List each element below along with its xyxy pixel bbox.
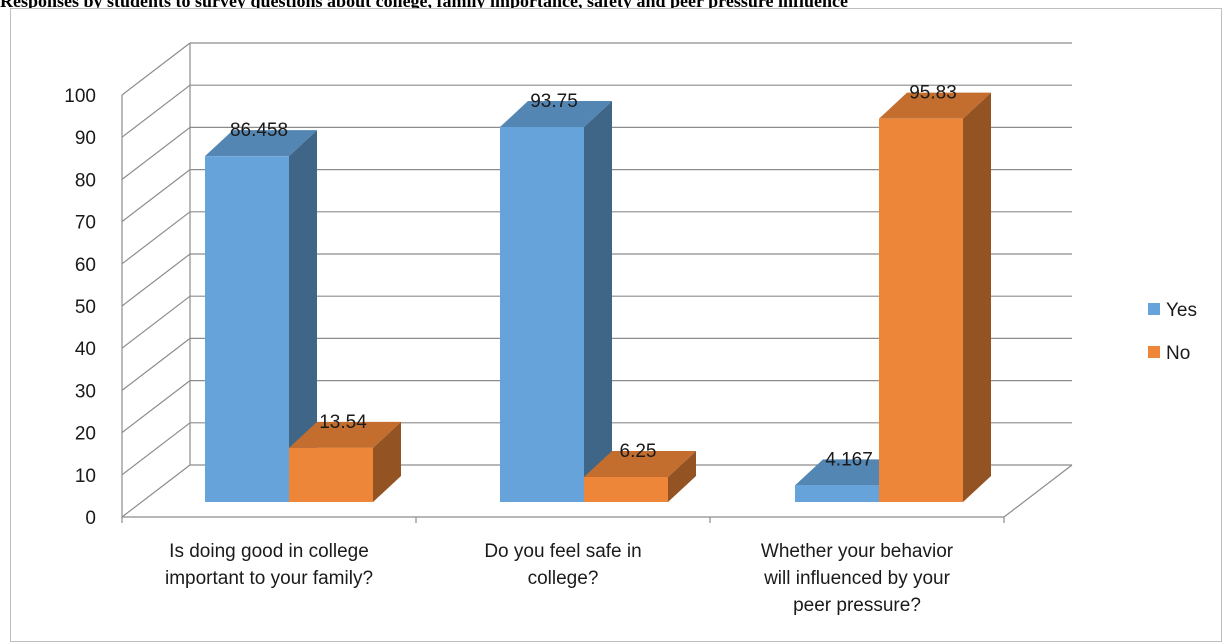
page-caption: Responses by students to survey question… — [0, 0, 1224, 9]
bar-top-face — [584, 451, 696, 477]
bar-yes-1 — [500, 101, 612, 502]
side-wall-gridline — [121, 380, 191, 434]
data-labels: 86.458 93.75 4.167 13.54 6.25 95.83 — [230, 83, 957, 471]
bar-top-face — [500, 101, 612, 127]
bar-front-face — [879, 118, 963, 503]
category-label-line: Is doing good in college — [169, 541, 369, 562]
y-tick-label: 20 — [75, 424, 96, 445]
category-label: Do you feel safe in college? — [484, 541, 641, 589]
bar-yes-0 — [205, 130, 317, 502]
category-label-line: important to your family? — [165, 568, 373, 589]
bar-side-face — [584, 101, 612, 502]
y-axis-ticks: 0 10 20 30 40 50 60 70 80 90 100 — [64, 86, 96, 529]
side-wall-gridline — [121, 211, 191, 265]
bar-side-face — [963, 92, 991, 503]
category-label-line: Do you feel safe in — [484, 541, 641, 562]
side-wall-gridline — [121, 126, 191, 180]
chart-legend: Yes No — [1148, 300, 1197, 364]
y-tick-label: 70 — [75, 213, 96, 234]
category-label-line: Whether your behavior — [761, 541, 954, 562]
category-label: Whether your behavior will influenced by … — [761, 541, 954, 616]
bar-no-0 — [289, 421, 401, 502]
bar-front-face — [205, 156, 289, 502]
category-label-line: peer pressure? — [793, 595, 921, 616]
y-tick-label: 100 — [64, 86, 96, 107]
y-tick-label: 50 — [75, 297, 96, 318]
category-label-line: will influenced by your — [763, 568, 951, 589]
chart-bars — [205, 92, 991, 503]
legend-swatch-yes — [1148, 303, 1160, 315]
category-label: Is doing good in college important to you… — [165, 541, 373, 589]
legend-swatch-no — [1148, 346, 1160, 358]
side-wall-gridline — [121, 42, 191, 96]
y-tick-label: 40 — [75, 339, 96, 360]
side-wall-gridline — [121, 84, 191, 138]
bar-top-face — [205, 130, 317, 157]
data-label: 86.458 — [230, 120, 288, 141]
y-tick-label: 10 — [75, 466, 96, 487]
bar-no-1 — [584, 451, 696, 502]
data-label: 13.54 — [319, 412, 367, 433]
bar-top-face — [879, 92, 991, 119]
side-wall-gridline — [121, 464, 191, 518]
side-wall-gridline — [121, 337, 191, 391]
bar-front-face — [584, 477, 668, 502]
data-label: 4.167 — [825, 449, 873, 470]
legend-label-yes: Yes — [1166, 300, 1197, 321]
y-tick-label: 80 — [75, 170, 96, 191]
floor-right-edge — [1003, 464, 1073, 518]
bar-front-face — [795, 485, 879, 502]
bar-top-face — [289, 421, 401, 448]
bar-front-face — [500, 127, 584, 502]
data-label: 95.83 — [909, 83, 957, 104]
chart-frame — [10, 8, 1222, 642]
y-tick-label: 0 — [85, 508, 96, 529]
side-wall-gridline — [121, 295, 191, 349]
y-tick-label: 60 — [75, 255, 96, 276]
data-label: 6.25 — [620, 441, 657, 462]
side-wall-gridline — [121, 253, 191, 307]
side-wall-gridline — [121, 169, 191, 223]
data-label: 93.75 — [530, 91, 578, 112]
bar-front-face — [289, 447, 373, 502]
bar-side-face — [289, 130, 317, 502]
y-tick-label: 90 — [75, 128, 96, 149]
side-wall-gridline — [121, 422, 191, 476]
category-label-line: college? — [528, 568, 599, 589]
x-axis-categories: Is doing good in college important to you… — [165, 541, 954, 616]
legend-label-no: No — [1166, 343, 1190, 364]
bar-no-2 — [879, 92, 991, 503]
bar-side-face — [668, 451, 696, 502]
y-tick-label: 30 — [75, 381, 96, 402]
bar-side-face — [373, 421, 401, 502]
